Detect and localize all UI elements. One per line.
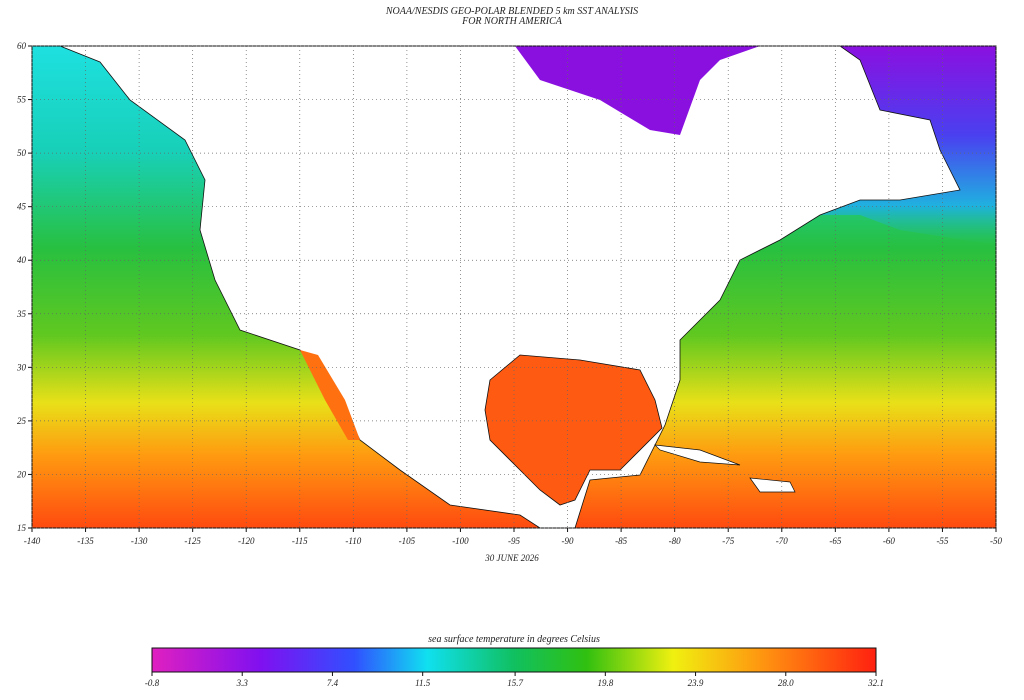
colorbar (151, 647, 877, 673)
x-tick-label: -75 (722, 536, 734, 546)
hudson-bay (515, 46, 760, 135)
colorbar-tick-label: 15.7 (507, 678, 523, 688)
y-tick-label: 20 (17, 469, 27, 479)
colorbar-tick-label: 19.8 (597, 678, 613, 688)
colorbar-tick-label: 3.3 (236, 678, 249, 688)
colorbar-tick-label: 11.5 (415, 678, 431, 688)
colorbar-tick-label: 7.4 (327, 678, 339, 688)
y-tick-label: 35 (16, 309, 27, 319)
y-tick-label: 50 (17, 148, 27, 158)
x-tick-label: -105 (399, 536, 416, 546)
x-tick-label: -95 (508, 536, 520, 546)
x-tick-label: -135 (77, 536, 94, 546)
land (59, 45, 961, 529)
y-tick-label: 30 (16, 362, 27, 372)
x-tick-label: -85 (615, 536, 627, 546)
x-tick-label: -65 (829, 536, 841, 546)
x-tick-label: -140 (24, 536, 41, 546)
x-tick-label: -55 (936, 536, 948, 546)
x-tick-label: -120 (238, 536, 255, 546)
x-tick-label: -50 (990, 536, 1002, 546)
colorbar-tick-label: 23.9 (688, 678, 704, 688)
x-tick-label: -60 (883, 536, 895, 546)
y-tick-label: 45 (17, 202, 27, 212)
colorbar-tick-label: 32.1 (867, 678, 884, 688)
title-line: FOR NORTH AMERICA (461, 16, 563, 27)
x-tick-label: -90 (562, 536, 574, 546)
x-tick-label: -80 (669, 536, 681, 546)
x-tick-label: -70 (776, 536, 788, 546)
colorbar-tick-label: 28.0 (778, 678, 794, 688)
x-tick-label: -110 (345, 536, 361, 546)
gulf-of-mexico (484, 354, 663, 506)
title-line: NOAA/NESDIS GEO-POLAR BLENDED 5 km SST A… (385, 6, 638, 17)
x-tick-label: -125 (184, 536, 201, 546)
y-tick-label: 40 (17, 255, 27, 265)
x-tick-label: -130 (131, 536, 148, 546)
y-tick-label: 25 (17, 416, 27, 426)
date: 30 JUNE 2026 (484, 553, 539, 563)
x-tick-label: -115 (292, 536, 308, 546)
x-tick-label: -100 (452, 536, 469, 546)
island (749, 477, 796, 493)
colorbar-tick-label: -0.8 (145, 678, 160, 688)
colorbar-label: sea surface temperature in degrees Celsi… (428, 634, 600, 645)
y-tick-label: 15 (17, 523, 27, 533)
island (654, 444, 741, 466)
y-tick-label: 55 (17, 95, 27, 105)
y-tick-label: 60 (17, 41, 27, 51)
gulf-of-california (300, 350, 360, 440)
